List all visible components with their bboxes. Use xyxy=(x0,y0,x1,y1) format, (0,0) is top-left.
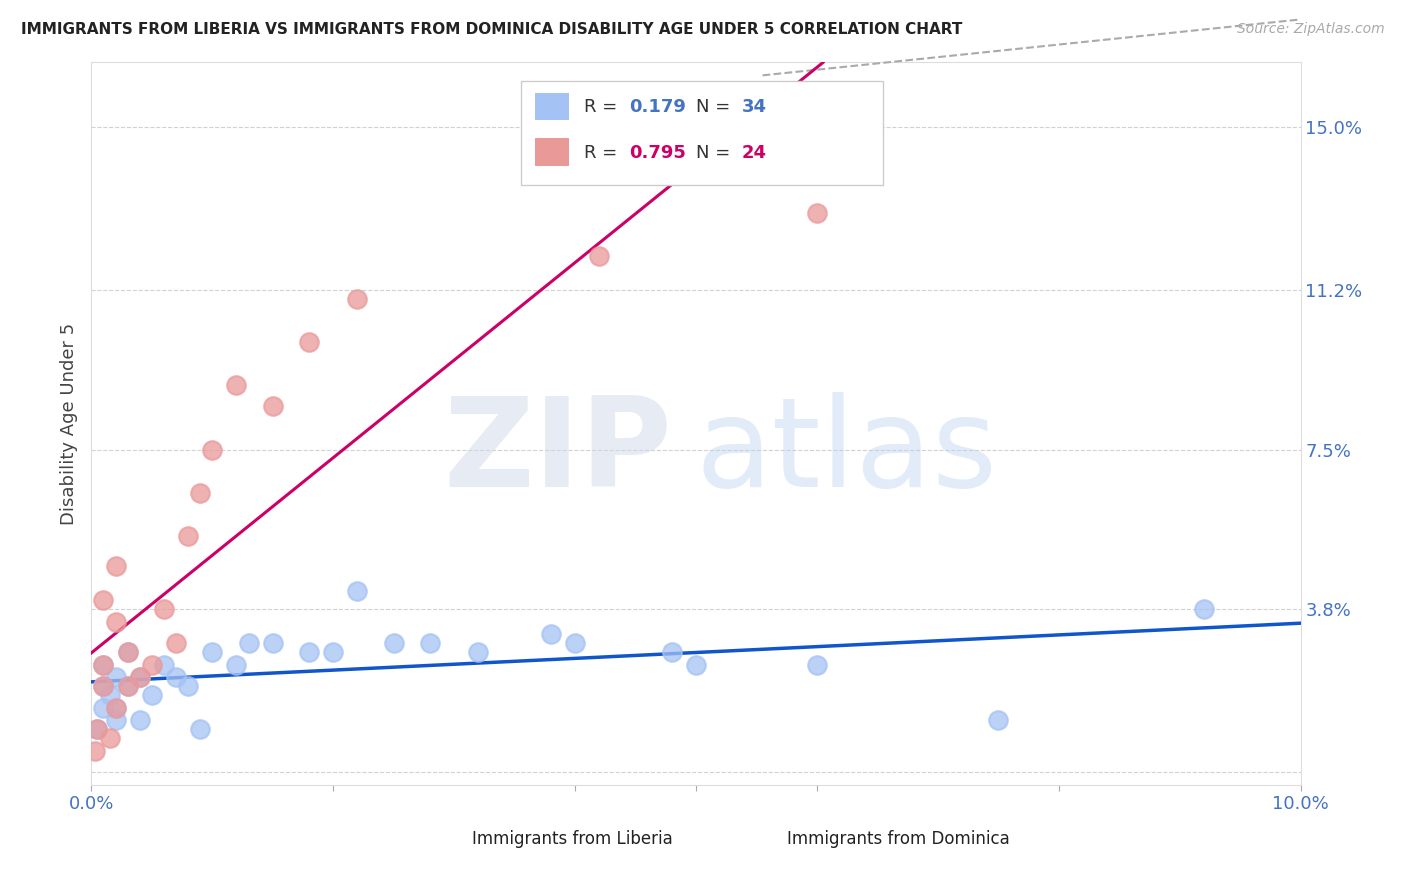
Point xyxy=(564,636,586,650)
Point xyxy=(322,645,344,659)
FancyBboxPatch shape xyxy=(520,80,883,186)
Point xyxy=(117,679,139,693)
Point xyxy=(346,584,368,599)
Point xyxy=(165,670,187,684)
Point xyxy=(177,528,200,542)
Point xyxy=(86,722,108,736)
Point xyxy=(177,679,200,693)
Bar xyxy=(536,138,569,166)
Point xyxy=(86,722,108,736)
Point xyxy=(117,679,139,693)
Point xyxy=(346,292,368,306)
Point xyxy=(128,714,150,728)
Point xyxy=(540,627,562,641)
Text: Immigrants from Liberia: Immigrants from Liberia xyxy=(472,830,673,848)
Point xyxy=(128,670,150,684)
Point xyxy=(93,593,115,607)
Point xyxy=(93,700,115,714)
Point xyxy=(661,645,683,659)
Point xyxy=(419,636,441,650)
Point xyxy=(84,743,107,757)
Text: R =: R = xyxy=(583,97,623,115)
Y-axis label: Disability Age Under 5: Disability Age Under 5 xyxy=(59,323,77,524)
Point xyxy=(298,645,321,659)
Point xyxy=(201,645,224,659)
Point xyxy=(298,334,321,349)
Point xyxy=(117,645,139,659)
Text: atlas: atlas xyxy=(696,392,998,513)
Text: Source: ZipAtlas.com: Source: ZipAtlas.com xyxy=(1237,22,1385,37)
Point xyxy=(104,714,127,728)
Point xyxy=(141,688,163,702)
Point xyxy=(201,442,224,457)
Point xyxy=(104,700,127,714)
Point xyxy=(588,249,610,263)
Point xyxy=(165,636,187,650)
Point xyxy=(93,657,115,672)
Point xyxy=(117,645,139,659)
Point xyxy=(93,679,115,693)
Point xyxy=(1192,601,1215,615)
Point xyxy=(93,657,115,672)
Text: R =: R = xyxy=(583,144,623,161)
Point xyxy=(188,722,211,736)
Point xyxy=(93,679,115,693)
Text: 0.179: 0.179 xyxy=(630,97,686,115)
Point xyxy=(128,670,150,684)
Point xyxy=(382,636,405,650)
Text: Immigrants from Dominica: Immigrants from Dominica xyxy=(786,830,1010,848)
Bar xyxy=(751,830,778,852)
Point xyxy=(153,657,176,672)
Bar xyxy=(536,93,569,120)
Text: 0.795: 0.795 xyxy=(630,144,686,161)
Point xyxy=(467,645,489,659)
Point xyxy=(104,615,127,629)
Point xyxy=(262,636,284,650)
Text: N =: N = xyxy=(696,144,735,161)
Point xyxy=(685,657,707,672)
Point xyxy=(188,485,211,500)
Point xyxy=(987,714,1010,728)
Text: ZIP: ZIP xyxy=(443,392,672,513)
Text: N =: N = xyxy=(696,97,735,115)
Point xyxy=(153,601,176,615)
Text: 24: 24 xyxy=(742,144,766,161)
Text: IMMIGRANTS FROM LIBERIA VS IMMIGRANTS FROM DOMINICA DISABILITY AGE UNDER 5 CORRE: IMMIGRANTS FROM LIBERIA VS IMMIGRANTS FR… xyxy=(21,22,963,37)
Bar xyxy=(436,830,463,852)
Point xyxy=(98,688,121,702)
Point xyxy=(806,206,828,220)
Point xyxy=(238,636,260,650)
Point xyxy=(98,731,121,745)
Point xyxy=(104,670,127,684)
Point xyxy=(104,558,127,573)
Point xyxy=(806,657,828,672)
Point xyxy=(225,378,247,392)
Point xyxy=(225,657,247,672)
Point xyxy=(262,400,284,414)
Text: 34: 34 xyxy=(742,97,766,115)
Point xyxy=(141,657,163,672)
Point xyxy=(104,700,127,714)
